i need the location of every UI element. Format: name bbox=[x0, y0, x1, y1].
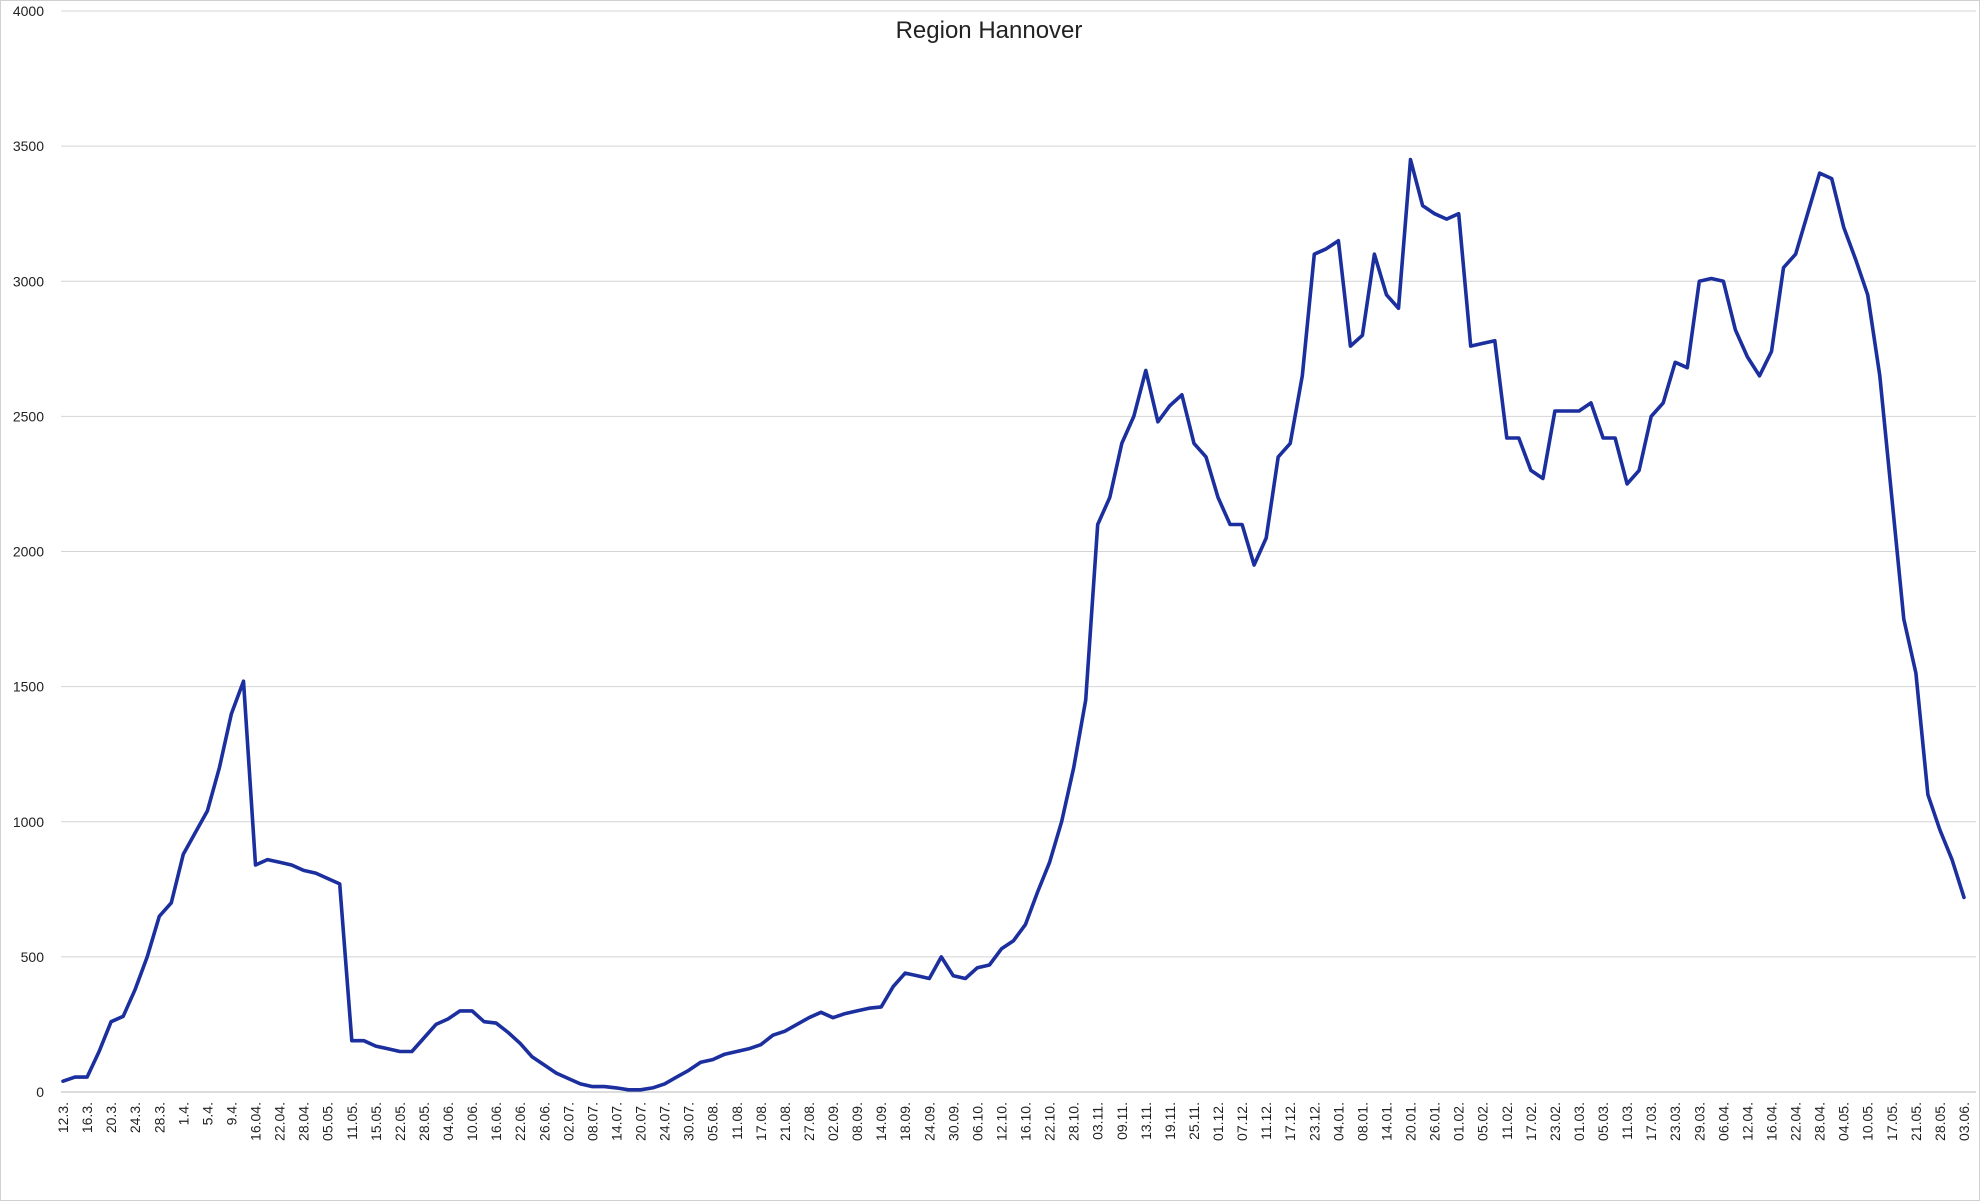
x-tick-label: 20.3. bbox=[103, 1102, 119, 1133]
x-tick-label: 02.09. bbox=[825, 1102, 841, 1141]
y-tick-label: 500 bbox=[21, 949, 45, 965]
x-tick-label: 22.04. bbox=[1788, 1102, 1804, 1141]
x-tick-label: 30.07. bbox=[681, 1102, 697, 1141]
x-tick-label: 23.12. bbox=[1306, 1102, 1322, 1141]
x-tick-label: 17.03. bbox=[1643, 1102, 1659, 1141]
x-tick-label: 12.10. bbox=[993, 1102, 1009, 1141]
x-tick-label: 18.09. bbox=[897, 1102, 913, 1141]
x-tick-label: 06.04. bbox=[1715, 1102, 1731, 1141]
y-tick-label: 3500 bbox=[13, 138, 44, 154]
x-tick-label: 06.10. bbox=[969, 1102, 985, 1141]
x-tick-label: 30.09. bbox=[945, 1102, 961, 1141]
x-tick-label: 10.06. bbox=[464, 1102, 480, 1141]
x-tick-label: 22.04. bbox=[272, 1102, 288, 1141]
x-tick-label: 12.04. bbox=[1739, 1102, 1755, 1141]
x-tick-label: 12.3. bbox=[55, 1102, 71, 1133]
x-tick-label: 16.06. bbox=[488, 1102, 504, 1141]
x-tick-label: 15.05. bbox=[368, 1102, 384, 1141]
x-tick-label: 04.06. bbox=[440, 1102, 456, 1141]
x-tick-label: 13.11. bbox=[1138, 1102, 1154, 1140]
x-tick-label: 28.05. bbox=[416, 1102, 432, 1141]
x-tick-label: 02.07. bbox=[560, 1102, 576, 1141]
y-tick-label: 0 bbox=[36, 1084, 44, 1100]
x-tick-label: 20.01. bbox=[1403, 1102, 1419, 1141]
x-tick-label: 03.11. bbox=[1090, 1102, 1106, 1140]
x-tick-label: 14.07. bbox=[608, 1102, 624, 1141]
y-tick-label: 2500 bbox=[13, 408, 44, 424]
y-tick-label: 1000 bbox=[13, 814, 44, 830]
x-tick-label: 05.08. bbox=[705, 1102, 721, 1141]
x-tick-label: 21.05. bbox=[1908, 1102, 1924, 1141]
x-tick-label: 05.02. bbox=[1475, 1102, 1491, 1141]
x-tick-label: 1.4. bbox=[175, 1102, 191, 1125]
x-tick-label: 11.08. bbox=[729, 1102, 745, 1140]
x-tick-label: 04.01. bbox=[1330, 1102, 1346, 1141]
x-tick-label: 24.09. bbox=[921, 1102, 937, 1141]
x-tick-label: 27.08. bbox=[801, 1102, 817, 1141]
x-tick-label: 03.06. bbox=[1956, 1102, 1972, 1141]
y-tick-label: 4000 bbox=[13, 3, 44, 19]
data-line bbox=[61, 157, 1966, 1092]
x-tick-label: 07.12. bbox=[1234, 1102, 1250, 1141]
x-tick-label: 28.3. bbox=[151, 1102, 167, 1133]
x-tick-label: 26.01. bbox=[1427, 1102, 1443, 1141]
x-tick-label: 16.3. bbox=[79, 1102, 95, 1133]
x-tick-label: 16.10. bbox=[1018, 1102, 1034, 1141]
x-tick-label: 01.12. bbox=[1210, 1102, 1226, 1141]
x-tick-label: 11.03. bbox=[1619, 1102, 1635, 1140]
x-tick-label: 16.04. bbox=[248, 1102, 264, 1141]
y-tick-label: 1500 bbox=[13, 679, 44, 695]
x-tick-label: 24.07. bbox=[657, 1102, 673, 1141]
x-tick-label: 01.03. bbox=[1571, 1102, 1587, 1141]
x-tick-label: 26.06. bbox=[536, 1102, 552, 1141]
x-tick-label: 11.05. bbox=[344, 1102, 360, 1140]
x-tick-label: 24.3. bbox=[127, 1102, 143, 1133]
x-tick-label: 21.08. bbox=[777, 1102, 793, 1141]
x-tick-label: 08.09. bbox=[849, 1102, 865, 1141]
x-tick-label: 22.06. bbox=[512, 1102, 528, 1141]
x-tick-label: 08.01. bbox=[1354, 1102, 1370, 1141]
y-tick-label: 3000 bbox=[13, 273, 44, 289]
x-tick-label: 14.01. bbox=[1378, 1102, 1394, 1141]
x-tick-label: 17.05. bbox=[1884, 1102, 1900, 1141]
x-tick-label: 17.02. bbox=[1523, 1102, 1539, 1141]
x-tick-label: 22.05. bbox=[392, 1102, 408, 1141]
x-tick-label: 11.02. bbox=[1499, 1102, 1515, 1140]
x-tick-label: 05.03. bbox=[1595, 1102, 1611, 1141]
x-tick-label: 17.12. bbox=[1282, 1102, 1298, 1141]
x-tick-label: 23.02. bbox=[1547, 1102, 1563, 1141]
x-tick-label: 14.09. bbox=[873, 1102, 889, 1141]
x-tick-label: 28.04. bbox=[1812, 1102, 1828, 1141]
x-tick-label: 10.05. bbox=[1860, 1102, 1876, 1141]
x-tick-label: 23.03. bbox=[1667, 1102, 1683, 1141]
x-tick-label: 05.05. bbox=[320, 1102, 336, 1141]
x-tick-label: 9.4. bbox=[223, 1102, 239, 1125]
x-tick-label: 11.12. bbox=[1258, 1102, 1274, 1140]
x-tick-label: 19.11. bbox=[1162, 1102, 1178, 1140]
x-tick-label: 5.4. bbox=[199, 1102, 215, 1125]
x-tick-label: 01.02. bbox=[1451, 1102, 1467, 1141]
x-tick-label: 28.05. bbox=[1932, 1102, 1948, 1141]
x-tick-label: 08.07. bbox=[584, 1102, 600, 1141]
x-tick-label: 09.11. bbox=[1114, 1102, 1130, 1140]
x-tick-label: 28.04. bbox=[296, 1102, 312, 1141]
x-tick-label: 04.05. bbox=[1836, 1102, 1852, 1141]
x-tick-label: 17.08. bbox=[753, 1102, 769, 1141]
x-tick-label: 16.04. bbox=[1763, 1102, 1779, 1141]
x-tick-label: 29.03. bbox=[1691, 1102, 1707, 1141]
y-tick-label: 2000 bbox=[13, 544, 44, 560]
x-tick-label: 20.07. bbox=[633, 1102, 649, 1141]
x-tick-label: 22.10. bbox=[1042, 1102, 1058, 1141]
chart-title: Region Hannover bbox=[896, 17, 1083, 44]
x-tick-label: 28.10. bbox=[1066, 1102, 1082, 1141]
x-tick-label: 25.11. bbox=[1186, 1102, 1202, 1140]
